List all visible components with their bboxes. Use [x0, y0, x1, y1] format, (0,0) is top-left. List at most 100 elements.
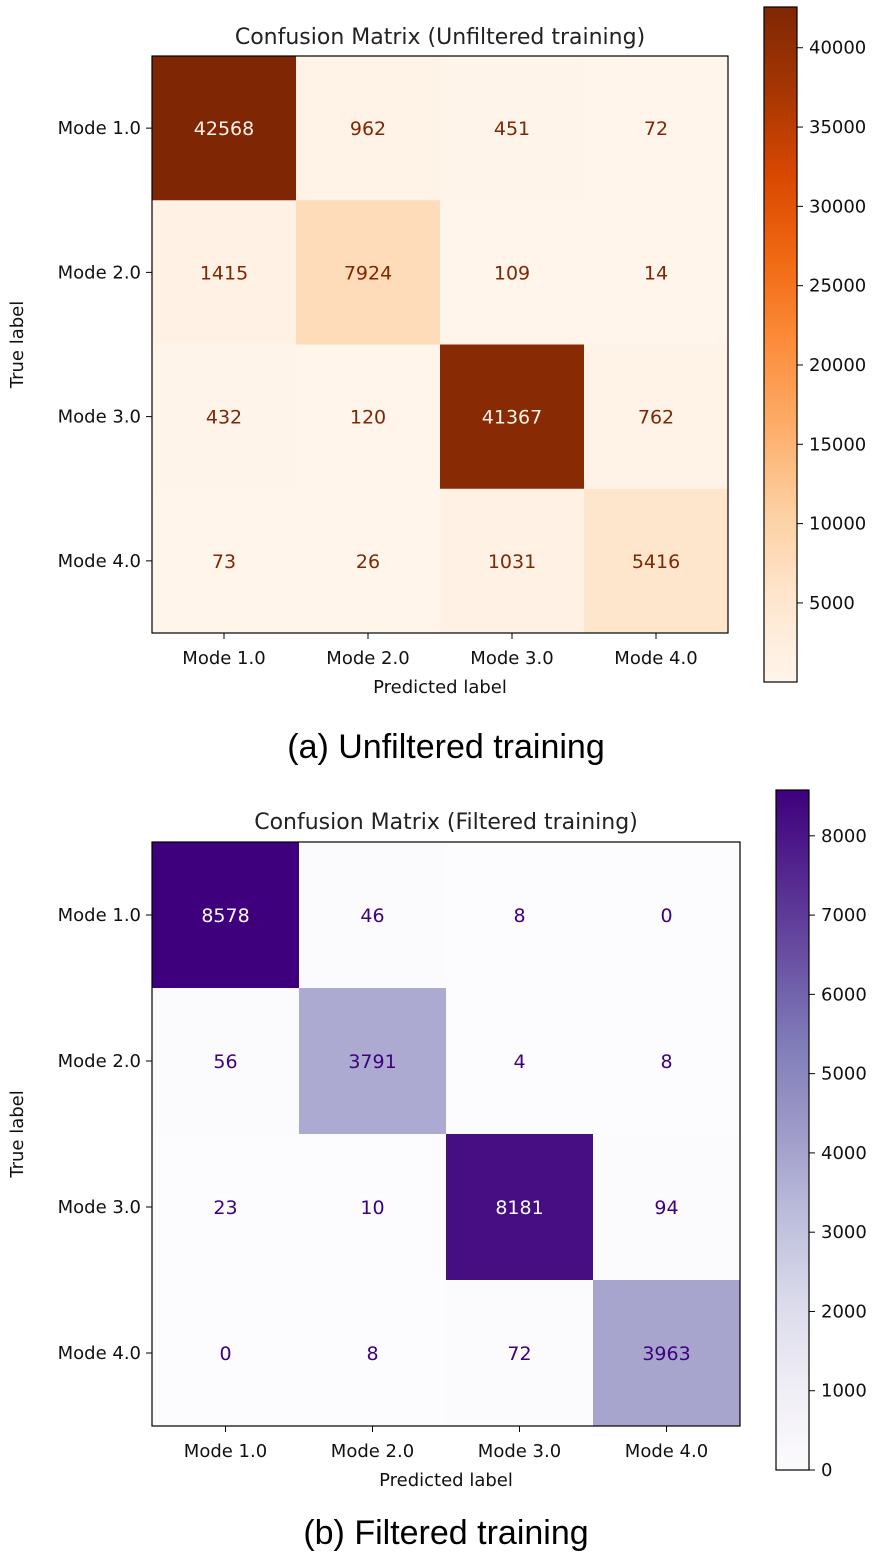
cell-value-label: 41367: [482, 407, 542, 429]
y-tick-label: Mode 3.0: [58, 407, 141, 428]
colorbar-tick-label: 25000: [809, 276, 866, 297]
heatmap-cell: [440, 488, 585, 634]
x-axis-label: Predicted label: [379, 1470, 513, 1491]
colorbar-tick-label: 0: [821, 1460, 832, 1481]
heatmap-cell: [446, 1280, 594, 1427]
colorbar-tick-label: 35000: [809, 117, 866, 138]
colorbar-tick-label: 5000: [821, 1064, 867, 1085]
x-axis-label: Predicted label: [373, 677, 507, 698]
heatmap-cell: [152, 1280, 300, 1427]
cell-value-label: 109: [494, 262, 530, 284]
heatmap-cell: [593, 842, 741, 989]
cell-value-label: 56: [213, 1051, 237, 1073]
colorbar-tick-label: 4000: [821, 1143, 867, 1164]
cell-value-label: 10: [360, 1197, 384, 1219]
heatmap-cell: [584, 200, 729, 345]
figure-caption: (b) Filtered training: [303, 1514, 588, 1552]
cell-value-label: 762: [638, 407, 674, 429]
heatmap-cell: [584, 488, 729, 634]
y-tick-label: Mode 3.0: [58, 1197, 141, 1218]
x-tick-label: Mode 3.0: [470, 648, 553, 669]
confusion-matrix-unfiltered: 42568 962 451 72 1415 7924 109 14 432 120 41367 762…: [7, 6, 866, 766]
cell-value-label: 46: [360, 905, 384, 927]
figure-caption: (a) Unfiltered training: [287, 728, 604, 766]
heatmap-cell: [152, 488, 297, 634]
heatmap-cell: [152, 988, 300, 1135]
cell-value-label: 14: [644, 262, 668, 284]
y-tick-label: Mode 4.0: [58, 551, 141, 572]
colorbar-tick-label: 8000: [821, 826, 867, 847]
heatmap-cell: [296, 344, 441, 490]
heatmap-cell: [296, 56, 441, 201]
colorbar-tick-label: 15000: [809, 434, 866, 455]
y-tick-label: Mode 4.0: [58, 1343, 141, 1364]
heatmap-cell: [152, 56, 297, 201]
confusion-matrix-filtered: 8578 46 8 0 56 3791 4 8 23 10 8181 94 0 8 72 3963 Confus…: [7, 789, 867, 1552]
cell-value-label: 73: [212, 551, 236, 573]
heatmap-cell: [299, 988, 447, 1135]
colorbar-tick-label: 40000: [809, 38, 866, 59]
heatmap-cell: [299, 1134, 447, 1281]
cell-value-label: 1415: [200, 262, 248, 284]
cell-value-label: 42568: [194, 118, 254, 140]
cell-value-label: 8181: [495, 1197, 543, 1219]
axes-frame: [151, 55, 729, 634]
y-axis-label: True label: [7, 1090, 28, 1179]
heatmap-cell: [296, 200, 441, 345]
y-tick-label: Mode 2.0: [58, 262, 141, 283]
cell-value-label: 8578: [201, 905, 249, 927]
cell-value-label: 8: [513, 905, 525, 927]
cell-value-label: 120: [350, 407, 386, 429]
colorbar: [775, 789, 810, 1471]
cell-value-label: 0: [219, 1343, 231, 1365]
heatmap-cell: [440, 200, 585, 345]
x-tick-label: Mode 4.0: [614, 648, 697, 669]
colorbar-tick-label: 1000: [821, 1381, 867, 1402]
cell-value-label: 94: [654, 1197, 678, 1219]
heatmap-cell: [440, 56, 585, 201]
heatmap-cell: [584, 344, 729, 490]
y-tick-label: Mode 1.0: [58, 118, 141, 139]
x-tick-label: Mode 1.0: [184, 1441, 267, 1462]
x-tick-label: Mode 4.0: [625, 1441, 708, 1462]
heatmap-cell: [299, 1280, 447, 1427]
x-tick-label: Mode 1.0: [182, 648, 265, 669]
colorbar-tick-label: 5000: [809, 593, 855, 614]
colorbar-tick-label: 7000: [821, 905, 867, 926]
heatmap-cell: [152, 842, 300, 989]
cell-value-label: 3963: [642, 1343, 690, 1365]
colorbar-tick-label: 2000: [821, 1301, 867, 1322]
cell-value-label: 72: [507, 1343, 531, 1365]
heatmap-cell: [446, 842, 594, 989]
heatmap-cell: [446, 1134, 594, 1281]
cell-value-label: 451: [494, 118, 530, 140]
colorbar-tick-label: 10000: [809, 514, 866, 535]
cell-value-label: 0: [660, 905, 672, 927]
heatmap-cell: [440, 344, 585, 490]
colorbar-tick-label: 3000: [821, 1222, 867, 1243]
cell-value-label: 4: [513, 1051, 525, 1073]
cell-value-label: 1031: [488, 551, 536, 573]
heatmap-cell: [152, 1134, 300, 1281]
colorbar-tick-label: 30000: [809, 196, 866, 217]
cell-value-label: 5416: [632, 551, 680, 573]
heatmap-cell: [446, 988, 594, 1135]
heatmap-cell: [152, 344, 297, 490]
heatmap-cell: [593, 1134, 741, 1281]
cell-value-label: 3791: [348, 1051, 396, 1073]
cell-value-label: 7924: [344, 262, 392, 284]
heatmap-cell: [152, 200, 297, 345]
axes-frame: [151, 841, 741, 1427]
colorbar-tick-label: 20000: [809, 355, 866, 376]
x-tick-label: Mode 3.0: [478, 1441, 561, 1462]
chart-title: Confusion Matrix (Unfiltered training): [235, 25, 645, 50]
x-tick-label: Mode 2.0: [331, 1441, 414, 1462]
colorbar-tick-label: 6000: [821, 984, 867, 1005]
x-tick-label: Mode 2.0: [326, 648, 409, 669]
colorbar: [763, 6, 798, 683]
y-tick-label: Mode 2.0: [58, 1051, 141, 1072]
cell-value-label: 72: [644, 118, 668, 140]
chart-title: Confusion Matrix (Filtered training): [254, 810, 638, 835]
heatmap-cell: [593, 988, 741, 1135]
